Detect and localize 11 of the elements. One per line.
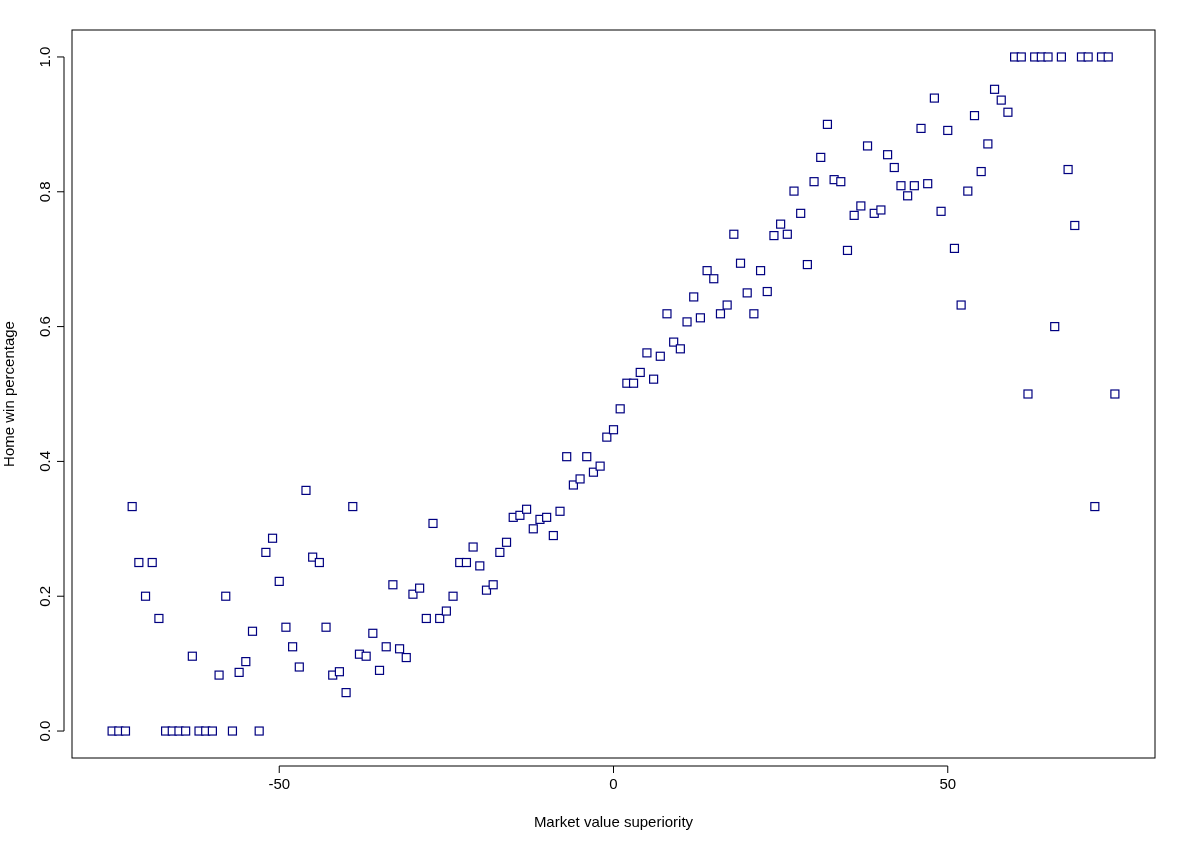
y-tick-label: 1.0 [36, 46, 53, 68]
y-tick-label: 0.4 [36, 450, 53, 472]
x-tick-label: 0 [609, 775, 618, 792]
y-tick-label: 0.0 [36, 720, 53, 742]
x-tick-label: -50 [268, 775, 291, 792]
y-tick-label: 0.6 [36, 316, 53, 338]
x-axis-title: Market value superiority [533, 813, 694, 830]
y-tick-label: 0.2 [36, 585, 53, 607]
y-tick-label: 0.8 [36, 181, 53, 203]
x-tick-label: 50 [939, 775, 957, 792]
y-axis-title: Home win percentage [0, 321, 17, 467]
